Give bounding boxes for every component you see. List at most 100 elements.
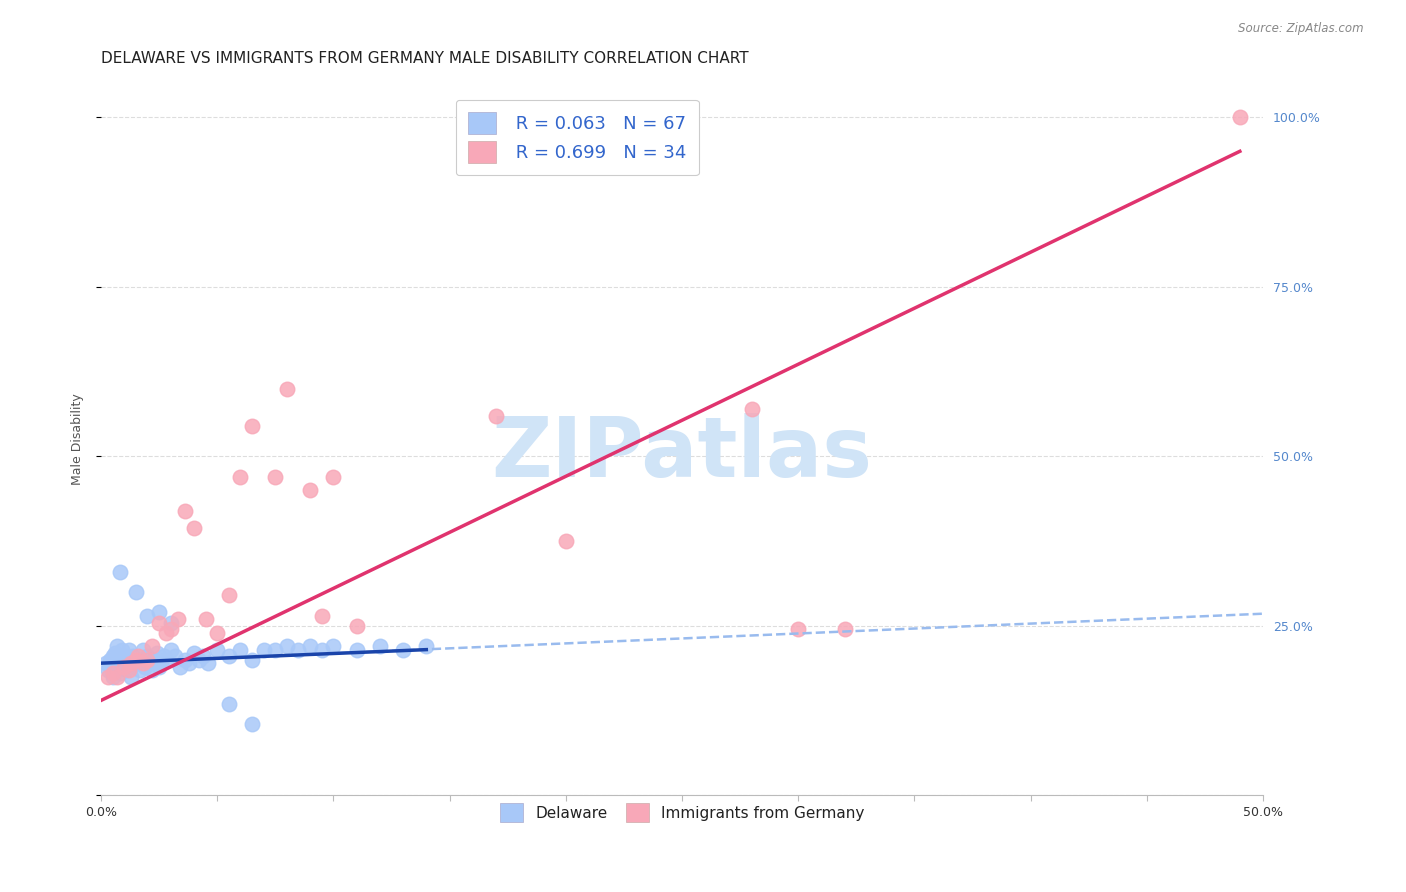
Point [150,656,173,670]
Point [118,663,141,677]
Point [346,619,368,633]
Point [205,642,228,657]
Point [193,649,215,664]
Point [299,483,322,498]
Point [264,469,287,483]
Point [205,625,228,640]
Point [148,659,170,673]
Point [129,663,152,677]
Point [183,646,205,660]
Point [148,615,170,630]
Text: Source: ZipAtlas.com: Source: ZipAtlas.com [1239,22,1364,36]
Point [159,615,181,630]
Point [218,697,240,711]
Point [276,382,298,396]
Point [311,608,333,623]
Point [132,642,155,657]
Point [218,588,240,602]
Point [101,670,124,684]
Point [104,659,127,673]
Point [1229,111,1251,125]
Point [322,469,344,483]
Point [152,649,174,664]
Text: DELAWARE VS IMMIGRANTS FROM GERMANY MALE DISABILITY CORRELATION CHART: DELAWARE VS IMMIGRANTS FROM GERMANY MALE… [101,51,748,66]
Point [155,625,177,640]
Point [105,639,128,653]
Point [136,649,159,664]
Point [392,642,415,657]
Point [97,663,120,677]
Point [127,649,149,664]
Point [105,663,128,677]
Point [197,656,219,670]
Point [240,717,263,731]
Point [741,401,763,416]
Point [134,659,156,673]
Point [112,649,135,664]
Point [159,622,181,636]
Point [125,585,148,599]
Point [787,622,810,636]
Point [187,653,209,667]
Point [173,503,195,517]
Point [101,666,124,681]
Point [98,653,121,667]
Point [194,612,217,626]
Point [141,639,163,653]
Point [299,639,322,653]
Point [264,642,287,657]
Text: ZIPatlas: ZIPatlas [492,413,873,494]
Point [94,656,117,670]
Point [120,659,142,673]
Point [169,659,191,673]
Point [165,649,187,664]
Point [105,670,128,684]
Point [104,646,127,660]
Point [368,639,391,653]
Point [346,642,368,657]
Point [127,653,149,667]
Point [122,649,145,664]
Point [229,469,252,483]
Point [166,612,188,626]
Y-axis label: Male Disability: Male Disability [72,393,84,485]
Point [112,659,135,673]
Point [145,646,167,660]
Point [125,656,148,670]
Point [276,639,298,653]
Point [554,534,576,549]
Point [252,642,274,657]
Point [111,642,134,657]
Point [120,670,142,684]
Point [138,656,160,670]
Point [108,656,131,670]
Point [834,622,856,636]
Point [136,653,159,667]
Point [311,642,333,657]
Point [115,656,138,670]
Point [240,418,263,433]
Point [125,653,148,667]
Point [141,663,163,677]
Point [322,639,344,653]
Point [120,656,142,670]
Point [485,409,508,423]
Point [136,608,159,623]
Point [101,649,124,664]
Point [218,649,240,664]
Point [118,653,141,667]
Point [112,659,135,673]
Point [108,565,131,579]
Point [183,520,205,534]
Point [173,653,195,667]
Point [143,653,166,667]
Point [111,653,134,667]
Point [97,670,120,684]
Point [229,642,252,657]
Point [155,653,177,667]
Point [240,653,263,667]
Point [132,656,155,670]
Point [115,663,138,677]
Legend: Delaware, Immigrants from Germany: Delaware, Immigrants from Germany [488,791,876,834]
Point [287,642,309,657]
